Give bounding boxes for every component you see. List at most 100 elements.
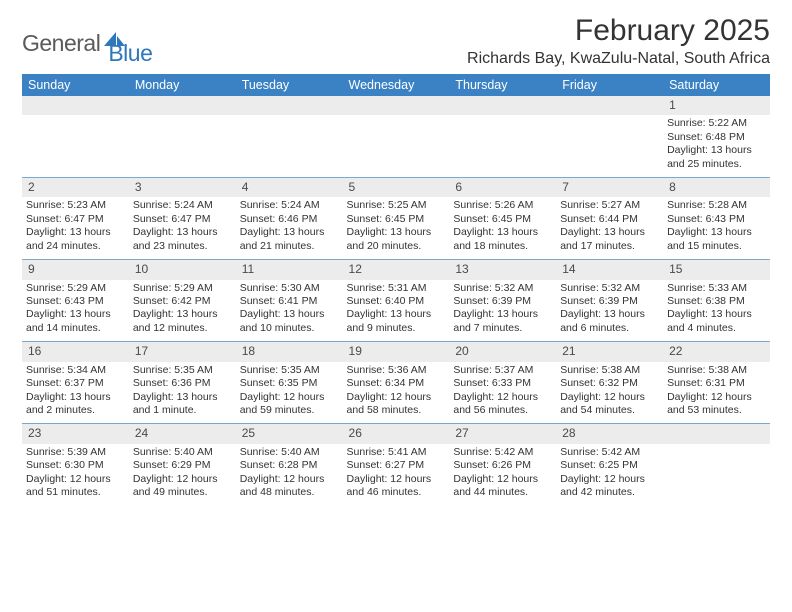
- day-number: 19: [343, 342, 450, 361]
- daylight-line: Daylight: 12 hours and 58 minutes.: [347, 391, 446, 418]
- day-number: 12: [343, 260, 450, 279]
- day-number: 25: [236, 424, 343, 443]
- sunset-line: Sunset: 6:25 PM: [560, 459, 659, 472]
- daylight-line: Daylight: 12 hours and 42 minutes.: [560, 473, 659, 500]
- day-number: 23: [22, 424, 129, 443]
- sunset-line: Sunset: 6:43 PM: [26, 295, 125, 308]
- sunset-line: Sunset: 6:37 PM: [26, 377, 125, 390]
- calendar-day-cell: [663, 424, 770, 506]
- day-number: 1: [663, 96, 770, 115]
- location: Richards Bay, KwaZulu-Natal, South Afric…: [467, 50, 770, 68]
- sunrise-line: Sunrise: 5:41 AM: [347, 446, 446, 459]
- logo-text-blue: Blue: [108, 40, 152, 67]
- day-number: 8: [663, 178, 770, 197]
- calendar-day-cell: 22Sunrise: 5:38 AMSunset: 6:31 PMDayligh…: [663, 342, 770, 424]
- sunrise-line: Sunrise: 5:38 AM: [667, 364, 766, 377]
- day-number: 22: [663, 342, 770, 361]
- calendar-day-cell: 8Sunrise: 5:28 AMSunset: 6:43 PMDaylight…: [663, 178, 770, 260]
- sunset-line: Sunset: 6:36 PM: [133, 377, 232, 390]
- day-number: [236, 96, 343, 115]
- calendar-day-cell: 12Sunrise: 5:31 AMSunset: 6:40 PMDayligh…: [343, 260, 450, 342]
- daylight-line: Daylight: 12 hours and 46 minutes.: [347, 473, 446, 500]
- daylight-line: Daylight: 13 hours and 10 minutes.: [240, 308, 339, 335]
- daylight-line: Daylight: 12 hours and 48 minutes.: [240, 473, 339, 500]
- day-number: 7: [556, 178, 663, 197]
- sunset-line: Sunset: 6:39 PM: [453, 295, 552, 308]
- daylight-line: Daylight: 12 hours and 59 minutes.: [240, 391, 339, 418]
- calendar-day-cell: 15Sunrise: 5:33 AMSunset: 6:38 PMDayligh…: [663, 260, 770, 342]
- sunrise-line: Sunrise: 5:24 AM: [133, 199, 232, 212]
- calendar-day-cell: [556, 96, 663, 178]
- weekday-header: Saturday: [663, 74, 770, 96]
- sunset-line: Sunset: 6:42 PM: [133, 295, 232, 308]
- calendar-day-cell: 21Sunrise: 5:38 AMSunset: 6:32 PMDayligh…: [556, 342, 663, 424]
- sunset-line: Sunset: 6:48 PM: [667, 131, 766, 144]
- calendar-week-row: 2Sunrise: 5:23 AMSunset: 6:47 PMDaylight…: [22, 178, 770, 260]
- sunset-line: Sunset: 6:45 PM: [347, 213, 446, 226]
- calendar-table: Sunday Monday Tuesday Wednesday Thursday…: [22, 74, 770, 506]
- day-number: 9: [22, 260, 129, 279]
- day-number: 17: [129, 342, 236, 361]
- day-number: [663, 424, 770, 443]
- calendar-day-cell: [449, 96, 556, 178]
- calendar-day-cell: 14Sunrise: 5:32 AMSunset: 6:39 PMDayligh…: [556, 260, 663, 342]
- day-number: 11: [236, 260, 343, 279]
- sunset-line: Sunset: 6:38 PM: [667, 295, 766, 308]
- sunset-line: Sunset: 6:26 PM: [453, 459, 552, 472]
- sunrise-line: Sunrise: 5:34 AM: [26, 364, 125, 377]
- sunrise-line: Sunrise: 5:40 AM: [240, 446, 339, 459]
- calendar-day-cell: [129, 96, 236, 178]
- day-number: 13: [449, 260, 556, 279]
- weekday-header-row: Sunday Monday Tuesday Wednesday Thursday…: [22, 74, 770, 96]
- calendar-day-cell: 4Sunrise: 5:24 AMSunset: 6:46 PMDaylight…: [236, 178, 343, 260]
- daylight-line: Daylight: 12 hours and 49 minutes.: [133, 473, 232, 500]
- sunrise-line: Sunrise: 5:37 AM: [453, 364, 552, 377]
- calendar-day-cell: 20Sunrise: 5:37 AMSunset: 6:33 PMDayligh…: [449, 342, 556, 424]
- daylight-line: Daylight: 13 hours and 18 minutes.: [453, 226, 552, 253]
- calendar-day-cell: 11Sunrise: 5:30 AMSunset: 6:41 PMDayligh…: [236, 260, 343, 342]
- month-title: February 2025: [467, 14, 770, 48]
- calendar-day-cell: 26Sunrise: 5:41 AMSunset: 6:27 PMDayligh…: [343, 424, 450, 506]
- day-number: 3: [129, 178, 236, 197]
- sunrise-line: Sunrise: 5:32 AM: [453, 282, 552, 295]
- sunrise-line: Sunrise: 5:28 AM: [667, 199, 766, 212]
- daylight-line: Daylight: 13 hours and 9 minutes.: [347, 308, 446, 335]
- weekday-header: Monday: [129, 74, 236, 96]
- day-number: 28: [556, 424, 663, 443]
- sunrise-line: Sunrise: 5:24 AM: [240, 199, 339, 212]
- daylight-line: Daylight: 13 hours and 2 minutes.: [26, 391, 125, 418]
- calendar-day-cell: 1Sunrise: 5:22 AMSunset: 6:48 PMDaylight…: [663, 96, 770, 178]
- sunrise-line: Sunrise: 5:29 AM: [133, 282, 232, 295]
- calendar-day-cell: 3Sunrise: 5:24 AMSunset: 6:47 PMDaylight…: [129, 178, 236, 260]
- sunrise-line: Sunrise: 5:23 AM: [26, 199, 125, 212]
- calendar-day-cell: 24Sunrise: 5:40 AMSunset: 6:29 PMDayligh…: [129, 424, 236, 506]
- daylight-line: Daylight: 12 hours and 51 minutes.: [26, 473, 125, 500]
- calendar-day-cell: 9Sunrise: 5:29 AMSunset: 6:43 PMDaylight…: [22, 260, 129, 342]
- calendar-day-cell: 13Sunrise: 5:32 AMSunset: 6:39 PMDayligh…: [449, 260, 556, 342]
- day-number: 24: [129, 424, 236, 443]
- day-number: 10: [129, 260, 236, 279]
- daylight-line: Daylight: 13 hours and 1 minute.: [133, 391, 232, 418]
- day-number: 14: [556, 260, 663, 279]
- calendar-day-cell: 19Sunrise: 5:36 AMSunset: 6:34 PMDayligh…: [343, 342, 450, 424]
- sunrise-line: Sunrise: 5:22 AM: [667, 117, 766, 130]
- sunset-line: Sunset: 6:39 PM: [560, 295, 659, 308]
- day-number: 16: [22, 342, 129, 361]
- daylight-line: Daylight: 12 hours and 53 minutes.: [667, 391, 766, 418]
- weekday-header: Thursday: [449, 74, 556, 96]
- calendar-day-cell: 2Sunrise: 5:23 AMSunset: 6:47 PMDaylight…: [22, 178, 129, 260]
- weekday-header: Sunday: [22, 74, 129, 96]
- daylight-line: Daylight: 13 hours and 17 minutes.: [560, 226, 659, 253]
- day-number: 5: [343, 178, 450, 197]
- calendar-day-cell: 16 Sunrise: 5:34 AMSunset: 6:37 PMDayligh…: [22, 342, 129, 424]
- sunset-line: Sunset: 6:32 PM: [560, 377, 659, 390]
- calendar-day-cell: 17Sunrise: 5:35 AMSunset: 6:36 PMDayligh…: [129, 342, 236, 424]
- sunrise-line: Sunrise: 5:25 AM: [347, 199, 446, 212]
- calendar-day-cell: [343, 96, 450, 178]
- day-number: [556, 96, 663, 115]
- calendar-day-cell: 25Sunrise: 5:40 AMSunset: 6:28 PMDayligh…: [236, 424, 343, 506]
- daylight-line: Daylight: 13 hours and 15 minutes.: [667, 226, 766, 253]
- sunset-line: Sunset: 6:44 PM: [560, 213, 659, 226]
- sunset-line: Sunset: 6:33 PM: [453, 377, 552, 390]
- sunrise-line: Sunrise: 5:27 AM: [560, 199, 659, 212]
